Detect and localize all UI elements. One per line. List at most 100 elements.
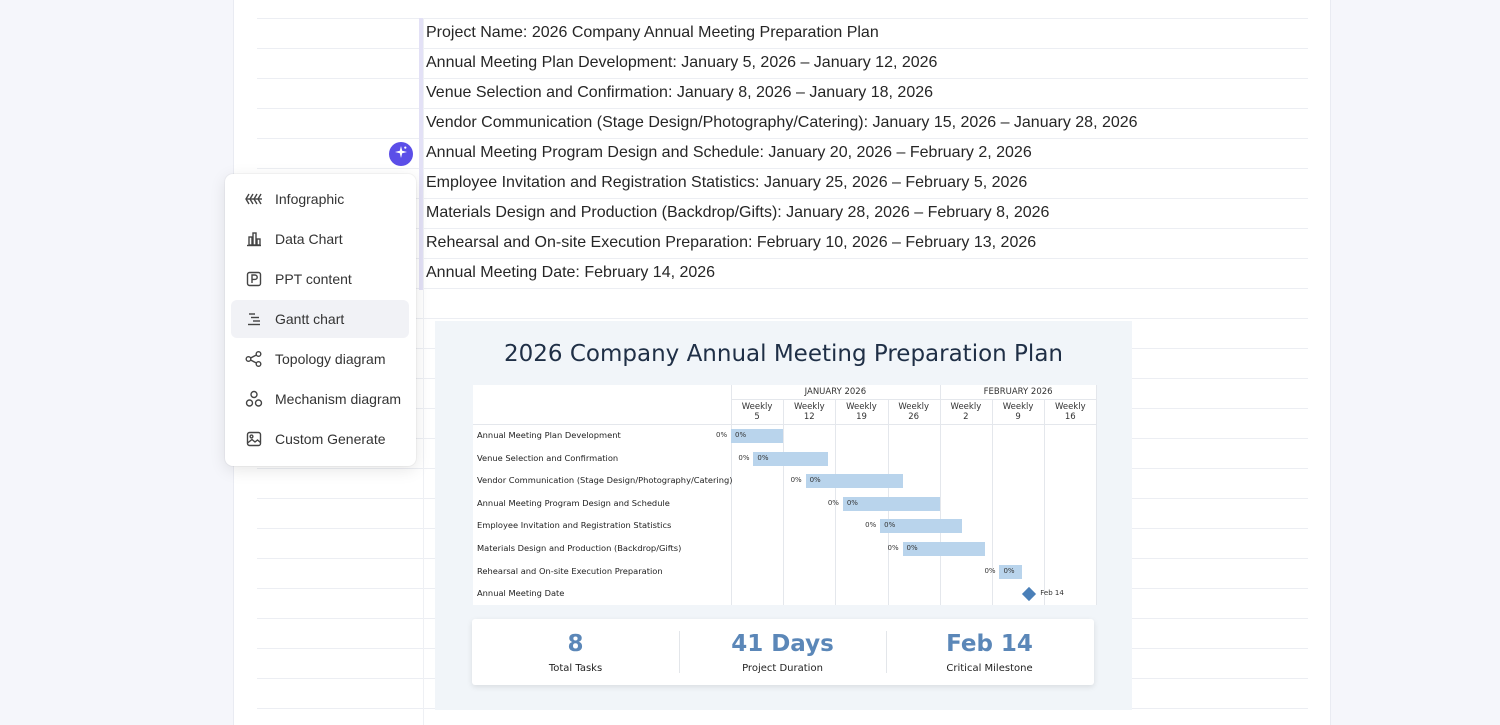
menu-item-gantt-chart[interactable]: Gantt chart — [231, 300, 409, 338]
stat-label: Critical Milestone — [946, 663, 1033, 674]
gantt-month-header: FEBRUARY 2026 — [983, 387, 1053, 397]
gantt-week-line — [835, 399, 837, 605]
gantt-task-name: Annual Meeting Plan Development — [477, 430, 621, 440]
gantt-progress-label: 0% — [846, 498, 858, 507]
gantt-progress-label: 0% — [738, 453, 750, 462]
week-number: 26 — [908, 412, 920, 422]
stat-divider — [679, 631, 680, 673]
week-number: 5 — [754, 412, 760, 422]
gantt-week-line — [1044, 399, 1046, 605]
stat-label: Total Tasks — [548, 663, 603, 674]
gantt-task-name: Annual Meeting Program Design and Schedu… — [477, 497, 670, 508]
menu-item-topology-diagram[interactable]: Topology diagram — [231, 340, 409, 378]
gantt-task-bar — [999, 564, 1022, 579]
topology-icon — [244, 349, 264, 369]
gantt-header-line — [731, 399, 1097, 400]
gantt-week-header: Weekly 19 — [835, 400, 887, 424]
week-label: Weekly — [846, 402, 877, 412]
gantt-milestone-marker — [1022, 587, 1037, 602]
gantt-header-line — [473, 424, 1097, 425]
document-text-row[interactable]: Vendor Communication (Stage Design/Photo… — [426, 114, 1138, 131]
row-divider — [257, 138, 1308, 139]
gantt-progress-label: 0% — [716, 431, 728, 439]
document-text-row[interactable]: Annual Meeting Program Design and Schedu… — [426, 144, 1032, 161]
gantt-chart-image[interactable]: 2026 Company Annual Meeting Preparation … — [435, 321, 1132, 710]
row-divider — [257, 78, 1308, 79]
gantt-progress-label: 0% — [757, 453, 769, 462]
stat-divider — [886, 631, 887, 673]
menu-item-label: Gantt chart — [275, 311, 345, 327]
gantt-milestone-label: Feb 14 — [1040, 589, 1064, 598]
menu-item-label: Topology diagram — [275, 351, 386, 367]
ppt-icon — [244, 269, 264, 289]
gantt-week-header: Weekly 16 — [1044, 400, 1096, 424]
week-number: 19 — [856, 412, 867, 422]
infographic-icon — [244, 189, 264, 209]
menu-item-ppt-content[interactable]: PPT content — [231, 260, 409, 298]
menu-item-label: Mechanism diagram — [275, 391, 402, 407]
row-divider — [257, 258, 1308, 259]
row-divider — [257, 198, 1308, 199]
row-divider — [257, 48, 1308, 49]
gantt-month-header: JANUARY 2026 — [804, 387, 867, 397]
stat-value: Feb 14 — [946, 631, 1033, 657]
ai-assist-button[interactable] — [389, 142, 413, 166]
menu-item-label: Data Chart — [275, 231, 343, 247]
mechanism-icon — [244, 389, 264, 409]
menu-item-mechanism-diagram[interactable]: Mechanism diagram — [231, 380, 409, 418]
gantt-task-name: Employee Invitation and Registration Sta… — [477, 520, 672, 531]
menu-item-infographic[interactable]: Infographic — [231, 180, 409, 218]
row-divider — [257, 168, 1308, 169]
gantt-icon — [244, 309, 264, 329]
gantt-week-line — [731, 385, 732, 605]
row-divider — [257, 18, 1308, 19]
week-number: 9 — [1015, 412, 1021, 422]
gantt-progress-label: 0% — [827, 498, 839, 507]
gantt-stats-card: 8 Total Tasks 41 Days Project Duration Feb 1… — [472, 619, 1094, 685]
gantt-week-line — [939, 385, 941, 605]
bar-chart-icon — [244, 229, 264, 249]
document-text-row[interactable]: Annual Meeting Date: February 14, 2026 — [426, 264, 716, 281]
gantt-stat: Feb 14 Critical Milestone — [886, 619, 1093, 685]
week-number: 12 — [803, 412, 815, 422]
document-text-row[interactable]: Rehearsal and On-site Execution Preparat… — [426, 234, 1037, 251]
gantt-task-bar — [902, 542, 985, 556]
gantt-table: JANUARY 2026 FEBRUARY 2026 Weekly 5 Weekly 12… — [473, 385, 1098, 605]
row-divider — [257, 318, 1308, 319]
week-number: 16 — [1064, 412, 1076, 422]
gantt-task-bar — [842, 496, 940, 511]
week-label: Weekly — [741, 402, 773, 412]
gantt-task-name: Rehearsal and On-site Execution Preparat… — [477, 565, 663, 576]
gantt-task-bar — [731, 429, 784, 443]
stat-value: 8 — [567, 631, 584, 657]
menu-item-data-chart[interactable]: Data Chart — [231, 220, 409, 258]
gantt-task-bar — [805, 474, 903, 489]
stat-label: Project Duration — [742, 663, 823, 674]
row-divider — [257, 288, 1308, 289]
menu-item-label: Infographic — [275, 191, 345, 207]
document-text-row[interactable]: Materials Design and Production (Backdro… — [426, 204, 1050, 221]
week-number: 2 — [963, 412, 969, 422]
document-text-row[interactable]: Venue Selection and Confirmation: Januar… — [426, 84, 934, 101]
document-text-row[interactable]: Employee Invitation and Registration Sta… — [426, 174, 1028, 191]
gantt-progress-label: 0% — [984, 566, 996, 575]
gantt-task-bar — [753, 451, 828, 466]
gantt-week-line — [783, 399, 785, 605]
week-label: Weekly — [950, 402, 982, 412]
gantt-progress-label: 0% — [809, 476, 821, 485]
menu-item-custom-generate[interactable]: Custom Generate — [231, 420, 409, 458]
gantt-week-line — [1096, 385, 1098, 605]
gantt-progress-label: 0% — [884, 521, 896, 530]
gantt-week-header: Weekly 5 — [731, 400, 783, 424]
gantt-task-name: Materials Design and Production (Backdro… — [477, 543, 682, 553]
column-divider — [423, 18, 424, 725]
gantt-task-name: Venue Selection and Confirmation — [477, 452, 619, 463]
week-label: Weekly — [793, 402, 825, 412]
stat-value: 41 Days — [731, 631, 834, 657]
week-label: Weekly — [1002, 402, 1034, 412]
gantt-task-bar — [880, 519, 963, 534]
document-text-row[interactable]: Project Name: 2026 Company Annual Meetin… — [426, 24, 879, 41]
document-text-row[interactable]: Annual Meeting Plan Development: January… — [426, 54, 938, 71]
menu-item-label: PPT content — [275, 271, 352, 287]
gantt-week-line — [992, 399, 993, 605]
